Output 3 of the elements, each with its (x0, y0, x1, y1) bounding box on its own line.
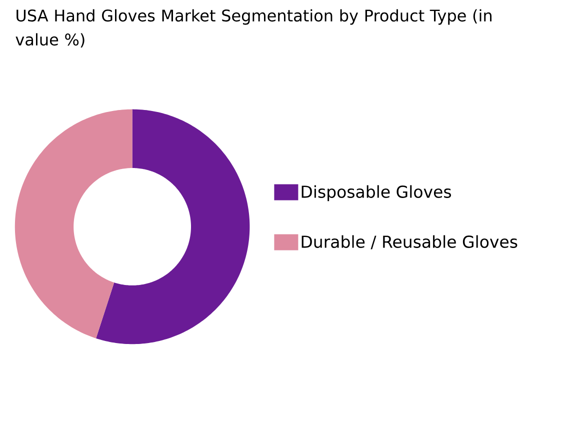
legend-label: Disposable Gloves (302, 185, 451, 202)
legend-label: Durable / Reusable Gloves (302, 235, 518, 250)
chart-title: USA Hand Gloves Market Segmentation by Product Type (in value %) (16, 9, 492, 48)
